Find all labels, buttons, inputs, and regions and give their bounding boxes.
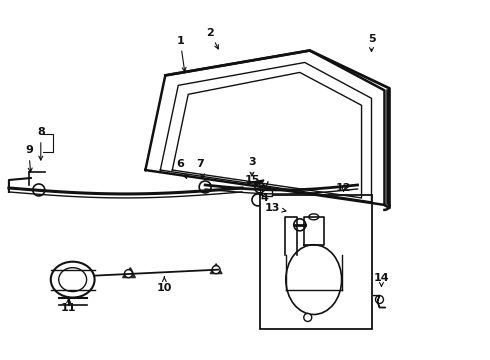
- Circle shape: [212, 266, 220, 274]
- Ellipse shape: [286, 245, 342, 315]
- Text: 11: 11: [61, 299, 76, 312]
- Text: 9: 9: [25, 145, 33, 172]
- Ellipse shape: [51, 262, 95, 298]
- Text: 15: 15: [245, 175, 262, 188]
- Text: 14: 14: [374, 273, 389, 286]
- Circle shape: [255, 183, 265, 193]
- Circle shape: [124, 270, 132, 278]
- Text: 10: 10: [157, 277, 172, 293]
- Circle shape: [348, 211, 361, 223]
- Text: 5: 5: [368, 33, 375, 51]
- Polygon shape: [122, 268, 135, 278]
- Circle shape: [199, 181, 211, 193]
- Polygon shape: [252, 180, 264, 186]
- Text: 4: 4: [261, 189, 269, 203]
- Text: 6: 6: [176, 159, 187, 178]
- Text: 13: 13: [264, 203, 286, 213]
- Ellipse shape: [309, 214, 318, 220]
- Text: 12: 12: [336, 183, 351, 193]
- Text: 1: 1: [176, 36, 186, 71]
- Circle shape: [252, 194, 264, 206]
- Text: 7: 7: [196, 159, 204, 178]
- Circle shape: [375, 296, 384, 303]
- Circle shape: [33, 184, 45, 196]
- Circle shape: [304, 314, 312, 321]
- Text: 2: 2: [206, 28, 219, 49]
- Bar: [260, 195, 371, 329]
- Polygon shape: [210, 264, 222, 274]
- Text: 8: 8: [37, 127, 45, 160]
- Text: 3: 3: [248, 157, 256, 176]
- Circle shape: [294, 219, 306, 231]
- Ellipse shape: [59, 268, 87, 292]
- Bar: [262, 189, 272, 196]
